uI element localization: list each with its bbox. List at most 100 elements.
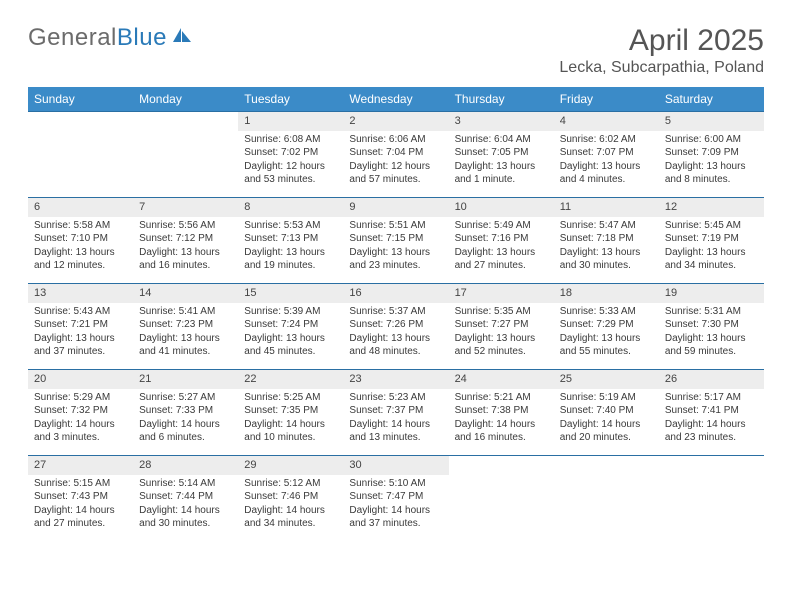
calendar-day-cell: 1Sunrise: 6:08 AMSunset: 7:02 PMDaylight… (238, 111, 343, 197)
day-number: 11 (554, 197, 659, 217)
sunrise-line: Sunrise: 5:45 AM (665, 219, 758, 233)
day-content: Sunrise: 5:17 AMSunset: 7:41 PMDaylight:… (659, 389, 764, 449)
daylight-line: Daylight: 13 hours and 8 minutes. (665, 160, 758, 187)
sunrise-line: Sunrise: 6:02 AM (560, 133, 653, 147)
sunset-line: Sunset: 7:21 PM (34, 318, 127, 332)
daylight-line: Daylight: 13 hours and 23 minutes. (349, 246, 442, 273)
day-content: Sunrise: 6:06 AMSunset: 7:04 PMDaylight:… (343, 131, 448, 191)
day-content: Sunrise: 6:04 AMSunset: 7:05 PMDaylight:… (449, 131, 554, 191)
weekday-header: Wednesday (343, 87, 448, 111)
calendar-week-row: 13Sunrise: 5:43 AMSunset: 7:21 PMDayligh… (28, 283, 764, 369)
day-content: Sunrise: 5:25 AMSunset: 7:35 PMDaylight:… (238, 389, 343, 449)
calendar-week-row: 6Sunrise: 5:58 AMSunset: 7:10 PMDaylight… (28, 197, 764, 283)
day-content: Sunrise: 6:02 AMSunset: 7:07 PMDaylight:… (554, 131, 659, 191)
day-content: Sunrise: 6:00 AMSunset: 7:09 PMDaylight:… (659, 131, 764, 191)
sunrise-line: Sunrise: 5:33 AM (560, 305, 653, 319)
sunrise-line: Sunrise: 5:27 AM (139, 391, 232, 405)
daylight-line: Daylight: 14 hours and 6 minutes. (139, 418, 232, 445)
calendar-day-cell: 10Sunrise: 5:49 AMSunset: 7:16 PMDayligh… (449, 197, 554, 283)
sunset-line: Sunset: 7:32 PM (34, 404, 127, 418)
day-number: 19 (659, 283, 764, 303)
weekday-header: Tuesday (238, 87, 343, 111)
sunset-line: Sunset: 7:46 PM (244, 490, 337, 504)
day-content: Sunrise: 5:47 AMSunset: 7:18 PMDaylight:… (554, 217, 659, 277)
calendar-day-cell: 9Sunrise: 5:51 AMSunset: 7:15 PMDaylight… (343, 197, 448, 283)
day-content: Sunrise: 5:49 AMSunset: 7:16 PMDaylight:… (449, 217, 554, 277)
sunset-line: Sunset: 7:41 PM (665, 404, 758, 418)
sunset-line: Sunset: 7:16 PM (455, 232, 548, 246)
calendar-week-row: 27Sunrise: 5:15 AMSunset: 7:43 PMDayligh… (28, 455, 764, 541)
day-number: 17 (449, 283, 554, 303)
day-number: 12 (659, 197, 764, 217)
day-number-empty (28, 111, 133, 131)
daylight-line: Daylight: 13 hours and 41 minutes. (139, 332, 232, 359)
sunrise-line: Sunrise: 5:23 AM (349, 391, 442, 405)
calendar-day-cell: 4Sunrise: 6:02 AMSunset: 7:07 PMDaylight… (554, 111, 659, 197)
sunset-line: Sunset: 7:19 PM (665, 232, 758, 246)
sunset-line: Sunset: 7:38 PM (455, 404, 548, 418)
day-content: Sunrise: 5:15 AMSunset: 7:43 PMDaylight:… (28, 475, 133, 535)
day-number: 23 (343, 369, 448, 389)
day-content: Sunrise: 5:41 AMSunset: 7:23 PMDaylight:… (133, 303, 238, 363)
daylight-line: Daylight: 13 hours and 1 minute. (455, 160, 548, 187)
day-number: 24 (449, 369, 554, 389)
sunset-line: Sunset: 7:47 PM (349, 490, 442, 504)
weekday-header: Thursday (449, 87, 554, 111)
sunrise-line: Sunrise: 5:53 AM (244, 219, 337, 233)
day-number: 3 (449, 111, 554, 131)
day-content: Sunrise: 5:31 AMSunset: 7:30 PMDaylight:… (659, 303, 764, 363)
calendar-day-cell: 17Sunrise: 5:35 AMSunset: 7:27 PMDayligh… (449, 283, 554, 369)
calendar-day-cell: 6Sunrise: 5:58 AMSunset: 7:10 PMDaylight… (28, 197, 133, 283)
calendar-day-cell (28, 111, 133, 197)
daylight-line: Daylight: 12 hours and 57 minutes. (349, 160, 442, 187)
day-number: 15 (238, 283, 343, 303)
sunset-line: Sunset: 7:23 PM (139, 318, 232, 332)
day-content: Sunrise: 5:29 AMSunset: 7:32 PMDaylight:… (28, 389, 133, 449)
day-content: Sunrise: 5:39 AMSunset: 7:24 PMDaylight:… (238, 303, 343, 363)
sunset-line: Sunset: 7:07 PM (560, 146, 653, 160)
sunset-line: Sunset: 7:37 PM (349, 404, 442, 418)
calendar-day-cell: 3Sunrise: 6:04 AMSunset: 7:05 PMDaylight… (449, 111, 554, 197)
daylight-line: Daylight: 13 hours and 45 minutes. (244, 332, 337, 359)
daylight-line: Daylight: 13 hours and 19 minutes. (244, 246, 337, 273)
calendar-day-cell: 21Sunrise: 5:27 AMSunset: 7:33 PMDayligh… (133, 369, 238, 455)
day-number: 7 (133, 197, 238, 217)
daylight-line: Daylight: 13 hours and 59 minutes. (665, 332, 758, 359)
calendar-day-cell: 28Sunrise: 5:14 AMSunset: 7:44 PMDayligh… (133, 455, 238, 541)
day-content: Sunrise: 5:10 AMSunset: 7:47 PMDaylight:… (343, 475, 448, 535)
calendar-week-row: 1Sunrise: 6:08 AMSunset: 7:02 PMDaylight… (28, 111, 764, 197)
daylight-line: Daylight: 13 hours and 55 minutes. (560, 332, 653, 359)
calendar-day-cell: 26Sunrise: 5:17 AMSunset: 7:41 PMDayligh… (659, 369, 764, 455)
weekday-header-row: Sunday Monday Tuesday Wednesday Thursday… (28, 87, 764, 111)
day-number: 2 (343, 111, 448, 131)
logo-word-1: General (28, 24, 117, 51)
day-number: 1 (238, 111, 343, 131)
sunset-line: Sunset: 7:10 PM (34, 232, 127, 246)
day-number: 28 (133, 455, 238, 475)
sunrise-line: Sunrise: 5:56 AM (139, 219, 232, 233)
day-number: 16 (343, 283, 448, 303)
daylight-line: Daylight: 14 hours and 27 minutes. (34, 504, 127, 531)
weekday-header: Friday (554, 87, 659, 111)
sunrise-line: Sunrise: 5:43 AM (34, 305, 127, 319)
sunrise-line: Sunrise: 5:21 AM (455, 391, 548, 405)
day-number: 9 (343, 197, 448, 217)
daylight-line: Daylight: 13 hours and 37 minutes. (34, 332, 127, 359)
calendar-day-cell: 8Sunrise: 5:53 AMSunset: 7:13 PMDaylight… (238, 197, 343, 283)
logo-word-2: Blue (117, 24, 167, 51)
daylight-line: Daylight: 14 hours and 34 minutes. (244, 504, 337, 531)
sunset-line: Sunset: 7:15 PM (349, 232, 442, 246)
sail-icon (171, 26, 193, 51)
sunrise-line: Sunrise: 5:17 AM (665, 391, 758, 405)
sunrise-line: Sunrise: 5:37 AM (349, 305, 442, 319)
header: GeneralBlue April 2025 Lecka, Subcarpath… (28, 24, 764, 77)
calendar-day-cell: 14Sunrise: 5:41 AMSunset: 7:23 PMDayligh… (133, 283, 238, 369)
day-number: 10 (449, 197, 554, 217)
sunrise-line: Sunrise: 5:31 AM (665, 305, 758, 319)
day-number: 20 (28, 369, 133, 389)
weekday-header: Sunday (28, 87, 133, 111)
sunset-line: Sunset: 7:29 PM (560, 318, 653, 332)
sunset-line: Sunset: 7:13 PM (244, 232, 337, 246)
sunrise-line: Sunrise: 5:25 AM (244, 391, 337, 405)
day-content: Sunrise: 5:37 AMSunset: 7:26 PMDaylight:… (343, 303, 448, 363)
